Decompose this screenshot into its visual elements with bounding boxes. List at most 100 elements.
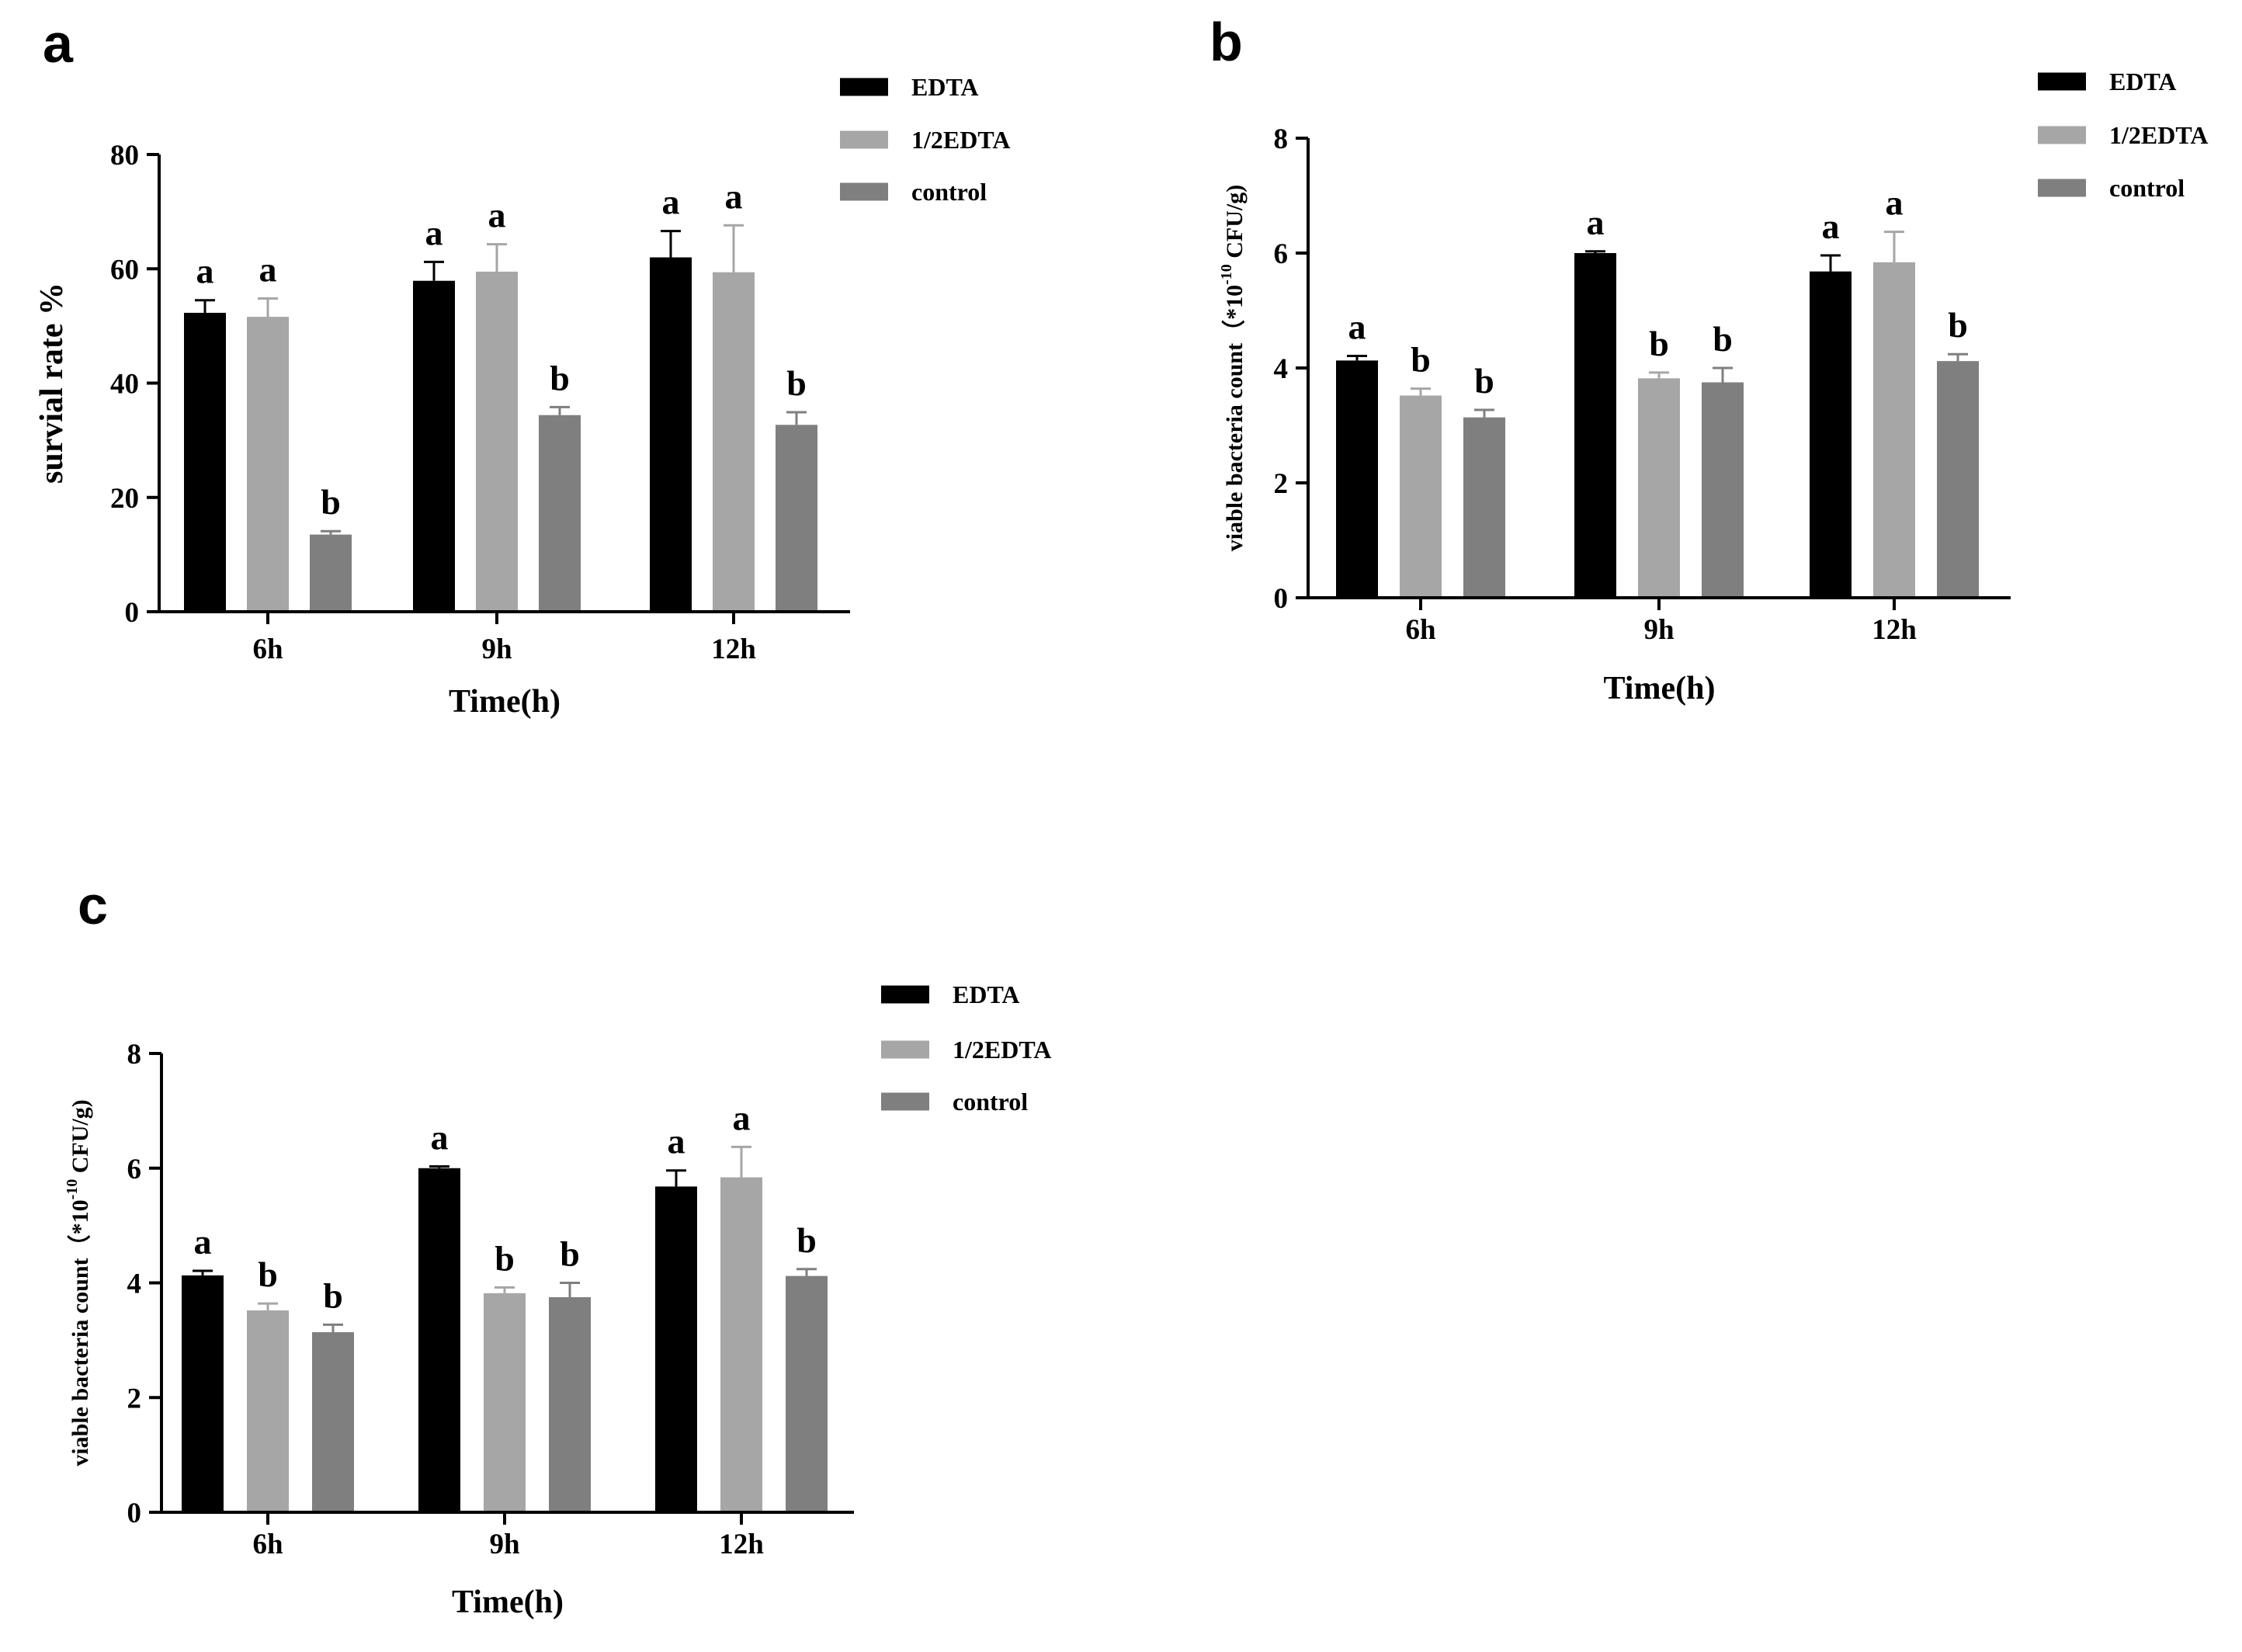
y-axis-title-exponent: -10	[1218, 264, 1235, 285]
significance-letter: a	[194, 1222, 212, 1262]
legend-label-EDTA: EDTA	[953, 980, 1020, 1008]
y-tick-label: 6	[127, 1154, 142, 1185]
bar-6h-1-2EDTA	[247, 1310, 289, 1512]
significance-letter: b	[796, 1220, 817, 1260]
bar-9h-EDTA	[418, 1168, 460, 1512]
bar-9h-control	[549, 1296, 591, 1512]
bar-9h-1-2EDTA	[484, 1293, 526, 1512]
legend-label-EDTA: EDTA	[2109, 68, 2177, 95]
significance-letter: a	[733, 1098, 751, 1137]
bar-12h-1-2EDTA	[713, 272, 755, 612]
legend-swatch-control	[840, 182, 888, 201]
bar-12h-EDTA	[650, 257, 692, 612]
y-tick-label: 6	[1274, 238, 1289, 270]
significance-letter: a	[425, 213, 443, 252]
bar-6h-EDTA	[182, 1275, 224, 1512]
x-axis-title: Time(h)	[449, 684, 560, 720]
significance-letter: a	[1822, 206, 1840, 246]
significance-letter: a	[662, 182, 680, 222]
legend-label-EDTA: EDTA	[911, 73, 979, 101]
y-tick-label: 40	[110, 369, 139, 401]
x-tick-label: 6h	[1405, 614, 1436, 646]
significance-letter: a	[196, 252, 214, 291]
bar-12h-control	[776, 425, 817, 612]
y-axis-title-main: viable bacteria count（*10	[1221, 285, 1248, 551]
significance-letter: b	[1713, 319, 1733, 359]
y-axis-title-main: viable bacteria count（*10	[67, 1199, 93, 1466]
y-tick-label: 0	[125, 597, 140, 629]
y-tick-label: 0	[127, 1498, 142, 1529]
bar-9h-control	[1702, 382, 1744, 598]
panel-letter-c: c	[78, 875, 108, 935]
significance-letter: a	[725, 176, 743, 216]
x-tick-label: 9h	[489, 1529, 520, 1560]
legend-swatch-EDTA	[881, 985, 929, 1004]
legend-swatch-control	[881, 1092, 929, 1111]
significance-letter: a	[1587, 203, 1605, 242]
bar-6h-control	[312, 1332, 354, 1512]
significance-letter: b	[1411, 340, 1431, 380]
y-tick-label: 8	[1274, 123, 1289, 155]
legend-swatch-EDTA	[2038, 72, 2086, 91]
x-axis-title: Time(h)	[1604, 671, 1716, 706]
bar-6h-control	[310, 534, 352, 612]
bar-9h-control	[539, 415, 581, 612]
y-tick-label: 4	[127, 1268, 142, 1300]
panel-letter-a: a	[43, 13, 74, 74]
bar-12h-1-2EDTA	[1873, 262, 1915, 598]
x-tick-label: 12h	[711, 633, 756, 665]
legend-swatch-EDTA	[840, 78, 888, 96]
bar-6h-EDTA	[1336, 360, 1378, 598]
legend-label-control: control	[911, 178, 987, 206]
x-tick-label: 6h	[252, 1529, 283, 1560]
y-tick-label: 8	[127, 1039, 142, 1071]
x-tick-label: 12h	[1872, 614, 1917, 646]
y-tick-label: 20	[110, 483, 139, 515]
bar-6h-1-2EDTA	[1400, 395, 1442, 598]
bar-6h-EDTA	[184, 312, 226, 612]
legend-label-1-2EDTA: 1/2EDTA	[953, 1036, 1051, 1064]
y-tick-label: 2	[1274, 468, 1289, 500]
significance-letter: b	[786, 363, 807, 403]
significance-letter: a	[431, 1118, 449, 1157]
y-tick-label: 80	[110, 140, 139, 172]
y-axis-title-exponent: -10	[64, 1179, 81, 1200]
bar-12h-1-2EDTA	[720, 1177, 762, 1512]
legend-swatch-1-2EDTA	[881, 1040, 929, 1059]
bar-12h-control	[786, 1275, 828, 1512]
x-tick-label: 12h	[719, 1529, 764, 1560]
significance-letter: b	[550, 358, 570, 397]
panel-letter-b: b	[1210, 12, 1243, 72]
y-axis-title-main: survial rate %	[34, 283, 70, 484]
significance-letter: b	[1474, 361, 1494, 401]
y-axis-title: viable bacteria count（*10-10 CFU/g)	[64, 1099, 93, 1466]
significance-letter: b	[321, 482, 341, 522]
significance-letter: b	[495, 1238, 515, 1278]
significance-letter: a	[668, 1122, 685, 1161]
significance-letter: a	[1886, 183, 1904, 223]
bar-6h-control	[1463, 417, 1505, 598]
y-tick-label: 4	[1274, 353, 1289, 385]
y-tick-label: 2	[127, 1383, 142, 1414]
bar-12h-control	[1937, 361, 1979, 598]
bar-9h-EDTA	[413, 280, 455, 612]
panel-b-chart: b 0 2 4 6 8 6h 9h 12h Time(h) viable bacteria cou…	[1210, 12, 2208, 706]
bar-9h-EDTA	[1574, 253, 1616, 598]
legend-label-control: control	[953, 1088, 1028, 1116]
x-tick-label: 9h	[1643, 614, 1675, 646]
y-axis-title: viable bacteria count（*10-10 CFU/g)	[1218, 185, 1248, 551]
bar-6h-1-2EDTA	[247, 317, 289, 612]
x-axis-title: Time(h)	[452, 1584, 564, 1620]
legend-swatch-1-2EDTA	[2038, 126, 2086, 144]
significance-letter: b	[323, 1275, 343, 1315]
x-tick-label: 6h	[252, 633, 283, 665]
panel-c-chart: c 0 2 4 6 8 6h 9h 12h Time(h) viable bacteria cou…	[64, 875, 1051, 1620]
significance-letter: a	[1348, 307, 1366, 346]
legend-label-1-2EDTA: 1/2EDTA	[2109, 121, 2208, 149]
bar-12h-EDTA	[655, 1186, 697, 1512]
legend-label-1-2EDTA: 1/2EDTA	[911, 126, 1010, 154]
significance-letter: b	[258, 1255, 278, 1294]
legend-swatch-control	[2038, 179, 2086, 197]
